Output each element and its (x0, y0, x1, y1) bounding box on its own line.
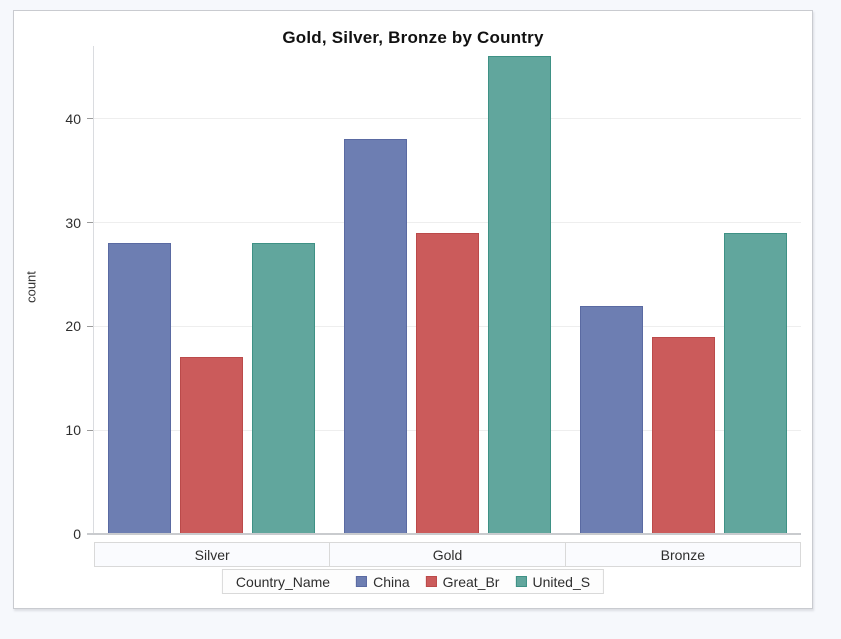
gridline (94, 222, 801, 223)
y-tick-label: 20 (65, 318, 81, 335)
y-axis-line (93, 46, 94, 534)
gridline (94, 118, 801, 120)
legend-swatch-united_s (515, 576, 527, 587)
category-label-bronze: Bronze (564, 542, 801, 567)
bar-group-silver (94, 46, 330, 534)
category-label-silver: Silver (94, 542, 331, 567)
y-tick-label: 10 (65, 422, 81, 439)
bar-great_br-bronze (651, 337, 715, 534)
legend-label-china: China (373, 573, 410, 590)
y-tick-label: 30 (65, 214, 81, 231)
legend-item-great_br: Great_Br (425, 573, 500, 590)
y-tick-mark (87, 429, 93, 431)
legend: Country_Name China Great_Br United_S (221, 569, 605, 594)
bar-china-silver (108, 243, 172, 534)
legend-item-united_s: United_S (515, 574, 590, 590)
legend-title: Country_Name (235, 573, 331, 590)
bar-great_br-silver (180, 357, 244, 534)
legend-item-china: China (356, 574, 410, 590)
legend-label-united_s: United_S (532, 573, 591, 590)
chart-title: Gold, Silver, Bronze by Country (282, 28, 544, 47)
bar-united_s-bronze (723, 233, 787, 534)
legend-label-great_br: Great_Br (442, 573, 500, 590)
plot-area: 0 10 20 30 40 (65, 46, 801, 542)
x-axis-baseline (87, 533, 801, 535)
category-label-gold: Gold (329, 542, 566, 567)
y-tick-mark (87, 222, 93, 223)
bar-united_s-silver (252, 243, 316, 534)
bar-china-bronze (579, 306, 643, 534)
legend-swatch-great_br (425, 576, 437, 587)
bar-china-gold (344, 139, 407, 534)
bar-united_s-gold (488, 56, 551, 534)
bar-great_br-gold (416, 233, 479, 534)
legend-items: China Great_Br United_S (356, 574, 590, 590)
y-tick-label: 0 (73, 526, 81, 542)
y-axis-label: count (23, 271, 39, 303)
y-tick-label: 40 (65, 110, 81, 127)
bar-groups (94, 46, 801, 534)
bar-group-bronze (565, 46, 801, 534)
bar-group-gold (330, 46, 566, 534)
y-tick-mark (87, 118, 93, 120)
legend-swatch-china (356, 576, 368, 587)
y-tick-mark (87, 325, 93, 327)
chart-panel: Gold, Silver, Bronze by Country count 0 1… (13, 10, 813, 609)
category-axis-band: Silver Gold Bronze (94, 542, 801, 567)
